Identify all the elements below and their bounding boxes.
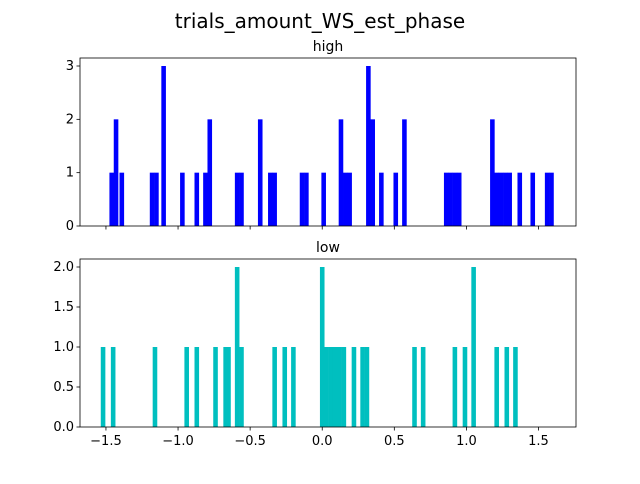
bar-low-15 — [328, 347, 334, 427]
bar-high-5 — [161, 66, 166, 226]
bar-low-1 — [110, 347, 116, 427]
bar-high-13 — [268, 172, 273, 226]
x-tick-label-low-3: 0.0 — [312, 434, 333, 449]
x-tick-label-low-5: 1.0 — [456, 434, 477, 449]
y-tick-label-high-3: 3 — [66, 59, 74, 74]
x-tick-label-low-1: −1.0 — [162, 434, 194, 449]
bar-low-12 — [291, 347, 296, 427]
bar-high-26 — [443, 172, 449, 226]
bar-high-37 — [544, 172, 550, 226]
bar-high-33 — [503, 172, 508, 226]
bar-high-24 — [393, 172, 399, 226]
bar-low-20 — [360, 347, 365, 427]
bar-high-9 — [207, 119, 213, 226]
histogram-panel-low: low 0.0 0.5 1.0 1.5 2.0 −1.5 −1.0 −0.5 0.0 0.5 1.0 1… — [53, 240, 577, 449]
bar-low-18 — [341, 347, 347, 427]
bar-high-12 — [257, 119, 263, 226]
bar-high-29 — [456, 172, 462, 226]
bar-low-22 — [412, 347, 417, 427]
bar-low-2 — [152, 347, 158, 427]
bar-high-2 — [119, 172, 125, 226]
bar-low-3 — [184, 347, 189, 427]
bar-low-11 — [282, 347, 288, 427]
bar-low-24 — [452, 347, 458, 427]
bar-high-15 — [299, 172, 305, 226]
bar-low-9 — [239, 347, 244, 427]
y-tick-label-low-4: 2.0 — [53, 260, 74, 275]
bar-high-34 — [507, 172, 512, 226]
bar-low-27 — [494, 347, 499, 427]
bar-high-7 — [194, 172, 200, 226]
x-tick-label-low-2: −0.5 — [234, 434, 266, 449]
y-tick-label-high-0: 0 — [66, 219, 74, 234]
bar-high-4 — [154, 172, 159, 226]
bar-low-14 — [324, 347, 329, 427]
bar-high-11 — [239, 172, 244, 226]
x-tick-label-low-4: 0.5 — [384, 434, 405, 449]
bar-low-29 — [513, 347, 518, 427]
bar-high-6 — [180, 172, 185, 226]
bar-high-30 — [490, 119, 495, 226]
bar-low-8 — [234, 267, 240, 427]
bar-low-19 — [351, 347, 357, 427]
histogram-panel-high: high 0 1 2 3 — [66, 39, 577, 234]
bar-low-21 — [364, 347, 370, 427]
bar-high-1 — [113, 119, 119, 226]
y-tick-label-low-1: 0.5 — [53, 380, 74, 395]
bar-low-23 — [420, 347, 426, 427]
bar-high-27 — [448, 172, 453, 226]
bar-high-0 — [109, 172, 115, 226]
bar-low-0 — [100, 347, 106, 427]
bar-high-38 — [549, 172, 554, 226]
axes-frame-low — [79, 258, 577, 428]
bar-high-25 — [402, 119, 407, 226]
bar-low-17 — [337, 347, 342, 427]
bar-low-26 — [471, 267, 476, 427]
x-tick-label-low-6: 1.5 — [528, 434, 549, 449]
bar-high-10 — [234, 172, 240, 226]
bar-low-7 — [226, 347, 231, 427]
bar-high-35 — [517, 172, 523, 226]
bar-low-10 — [272, 347, 277, 427]
y-tick-label-low-3: 1.5 — [53, 300, 74, 315]
panel-title-high: high — [313, 39, 344, 55]
bar-high-17 — [321, 172, 326, 226]
y-tick-label-low-0: 0.0 — [53, 420, 74, 435]
bar-high-8 — [203, 172, 208, 226]
bar-high-32 — [498, 172, 504, 226]
bar-high-18 — [338, 119, 344, 226]
bar-high-19 — [343, 172, 348, 226]
bar-low-28 — [504, 347, 510, 427]
bar-low-16 — [332, 347, 338, 427]
y-tick-label-high-1: 1 — [66, 166, 74, 181]
bar-high-31 — [494, 172, 499, 226]
bar-high-22 — [370, 119, 375, 226]
bar-low-5 — [213, 347, 218, 427]
x-tick-label-low-0: −1.5 — [90, 434, 122, 449]
bar-low-25 — [462, 347, 468, 427]
bar-high-28 — [452, 172, 458, 226]
bar-low-4 — [194, 347, 200, 427]
y-tick-label-high-2: 2 — [66, 112, 74, 127]
bar-low-13 — [319, 267, 325, 427]
y-tick-label-low-2: 1.0 — [53, 340, 74, 355]
bar-high-23 — [379, 172, 384, 226]
panel-title-low: low — [316, 240, 340, 256]
bar-low-6 — [223, 347, 228, 427]
bar-high-14 — [272, 172, 277, 226]
bar-high-16 — [304, 172, 309, 226]
axes-frame-high — [79, 57, 577, 227]
figure-title: trials_amount_WS_est_phase — [175, 9, 465, 33]
bar-high-3 — [149, 172, 155, 226]
bar-high-36 — [530, 172, 536, 226]
bar-high-20 — [347, 172, 352, 226]
bar-high-21 — [366, 66, 371, 226]
